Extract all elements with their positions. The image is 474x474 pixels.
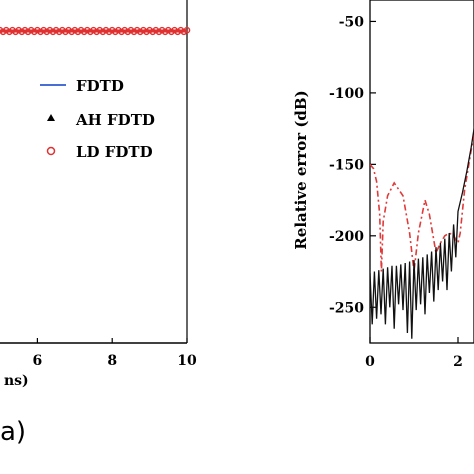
legend-fdtd-label: FDTD: [76, 77, 124, 95]
right-y-tick-label: -150: [329, 157, 364, 173]
right-y-tick-label: -250: [329, 300, 364, 316]
left-series: [0, 26, 191, 36]
left-x-ticks: 6 8 10: [33, 338, 197, 369]
legend: FDTD AH FDTD LD FDTD: [40, 77, 155, 161]
legend-ah-fdtd-marker: [47, 114, 55, 121]
ld-fdtd-point: [183, 26, 191, 34]
left-x-tick-label: 10: [177, 353, 197, 369]
right-y-tick-label: -50: [339, 14, 365, 30]
ld-fdtd-point: [0, 26, 4, 34]
left-panel: 6 8 10 ns) FDTD AH FDTD LD FDTD a): [0, 0, 197, 447]
left-x-tick-label: 8: [107, 353, 117, 369]
right-x-tick-label: 0: [365, 354, 375, 370]
legend-ld-fdtd-marker: [46, 146, 56, 156]
left-x-axis-label-fragment: ns): [4, 373, 29, 389]
right-series: [370, 124, 474, 339]
left-x-tick-label: 6: [33, 353, 43, 369]
right-y-tick-label: -200: [329, 229, 364, 245]
black-series-line: [370, 124, 474, 339]
right-y-tick-label: -100: [329, 86, 364, 102]
right-panel: -50 -100 -150 -200 -250 0 2 Relative error (dB…: [292, 0, 474, 370]
legend-ah-fdtd-label: AH FDTD: [75, 111, 155, 129]
right-x-tick-label: 2: [453, 354, 463, 370]
red-series-line: [370, 130, 474, 272]
right-plot-frame: [369, 0, 474, 344]
right-ticks: -50 -100 -150 -200 -250 0 2: [329, 14, 463, 370]
right-plot-area: [370, 124, 474, 339]
panel-label-a: a): [0, 417, 26, 447]
right-y-axis-label: Relative error (dB): [292, 90, 310, 249]
legend-ld-fdtd-label: LD FDTD: [76, 143, 153, 161]
